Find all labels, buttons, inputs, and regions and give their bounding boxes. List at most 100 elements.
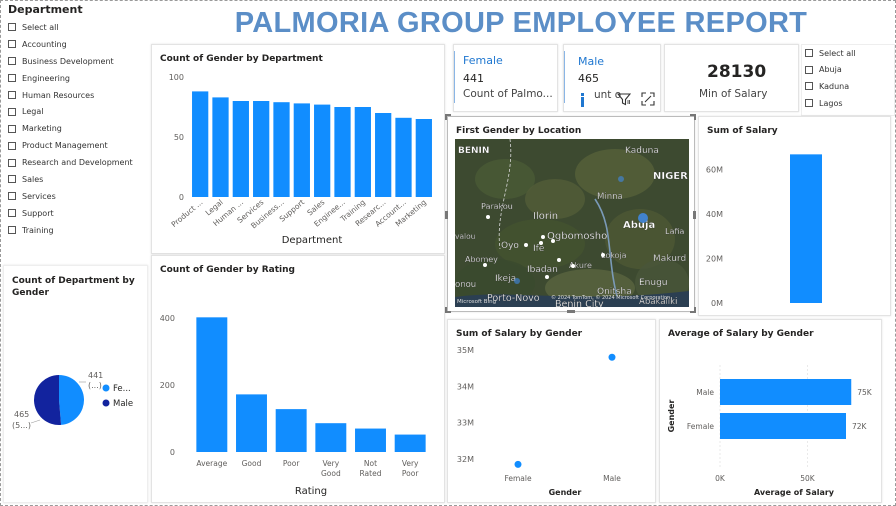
dept-item-sales[interactable]: Sales	[8, 171, 133, 188]
map-place-label: Ikeja	[495, 274, 516, 284]
map-city-dot	[545, 275, 549, 279]
chart-average-salary-by-gender[interactable]: Average of Salary by Gender Male 75K Femal…	[659, 319, 882, 503]
resize-handle[interactable]	[693, 211, 696, 219]
y-axis-title: Gender	[667, 400, 676, 433]
dept-item-business-development[interactable]: Business Development	[8, 53, 133, 70]
x-tick-label: Very Good	[321, 459, 341, 478]
dept-item-legal[interactable]: Legal	[8, 103, 133, 120]
dept-item-support[interactable]: Support	[8, 205, 133, 222]
slicer-item-label: Research and Development	[22, 158, 133, 168]
dept-item-select-all[interactable]: Select all	[8, 19, 133, 36]
y-tick-label: 40M	[706, 210, 723, 219]
filter-icon[interactable]	[617, 92, 631, 106]
bar-sum-of-salary	[790, 154, 822, 303]
kpi-min-salary-label: Min of Salary	[699, 88, 768, 100]
map-first-gender-by-location[interactable]: First Gender by Location BENIN Kaduna NIGE…	[447, 116, 695, 312]
checkbox-icon[interactable]	[805, 65, 813, 74]
location-item-lagos[interactable]: Lagos	[805, 95, 856, 112]
dept-item-accounting[interactable]: Accounting	[8, 36, 133, 53]
map-city-dot	[524, 243, 528, 247]
checkbox-icon[interactable]	[805, 82, 813, 91]
dept-item-training[interactable]: Training	[8, 222, 133, 239]
checkbox-icon[interactable]	[8, 226, 16, 235]
bar-human	[232, 101, 249, 197]
checkbox-icon[interactable]	[8, 74, 16, 83]
bar-account	[395, 117, 412, 197]
checkbox-icon[interactable]	[8, 23, 16, 32]
map-place-label: Porto-Novo	[487, 293, 540, 304]
kpi-card-male[interactable]: Male 465 unt o	[563, 44, 661, 112]
map-place-label: Onitsha	[597, 287, 632, 297]
map-place-label: Lafia	[665, 227, 684, 236]
resize-handle[interactable]	[445, 114, 451, 120]
chart-title: Count of Department by Gender	[12, 276, 135, 298]
resize-handle[interactable]	[445, 307, 451, 313]
kpi-male-value: 465	[578, 72, 599, 85]
map-canvas[interactable]: BENIN Kaduna NIGER Minna Parakou Ilorin Abuja L…	[455, 139, 689, 307]
slicer-item-label: Kaduna	[819, 81, 850, 91]
y-tick-label: 20M	[706, 254, 723, 263]
info-icon	[580, 93, 584, 107]
checkbox-icon[interactable]	[8, 57, 16, 66]
checkbox-icon[interactable]	[8, 107, 16, 116]
dept-item-services[interactable]: Services	[8, 188, 133, 205]
map-place-label: Makurd	[653, 254, 686, 264]
checkbox-icon[interactable]	[8, 175, 16, 184]
kpi-accent-bar	[454, 51, 455, 103]
checkbox-icon[interactable]	[8, 91, 16, 99]
checkbox-icon[interactable]	[8, 141, 16, 150]
y-tick-label: 100	[169, 73, 184, 82]
map-place-label: BENIN	[458, 146, 489, 156]
y-tick-label: 0M	[711, 299, 723, 308]
map-border	[498, 139, 512, 250]
resize-handle[interactable]	[690, 114, 696, 120]
chart-average-salary-by-gender-plot: Male 75K Female 72K 0K 50K Average of Salary Ge…	[667, 365, 873, 497]
dept-item-marketing[interactable]: Marketing	[8, 120, 133, 137]
kpi-card-min-salary[interactable]: 28130 Min of Salary	[664, 44, 799, 112]
resize-handle[interactable]	[690, 307, 696, 313]
department-slicer: Department Select all Accounting Business …	[1, 1, 151, 241]
checkbox-icon[interactable]	[805, 99, 813, 108]
map-place-label: Abakaliki	[639, 297, 677, 307]
chart-gender-by-rating[interactable]: Count of Gender by Rating 0 200 400 Average…	[151, 255, 445, 503]
location-item-kaduna[interactable]: Kaduna	[805, 78, 856, 95]
focus-mode-icon[interactable]	[641, 92, 655, 106]
checkbox-icon[interactable]	[8, 209, 16, 218]
map-terrain	[525, 179, 585, 219]
kpi-card-female[interactable]: Female 441 Count of Palmo...	[453, 44, 558, 112]
bar-researc	[375, 113, 392, 197]
chart-sum-salary-by-gender[interactable]: Sum of Salary by Gender 32M 33M 34M 35M Fema…	[447, 319, 656, 503]
resize-handle[interactable]	[445, 211, 448, 219]
location-item-select-all[interactable]: Select all	[805, 45, 856, 62]
location-item-abuja[interactable]: Abuja	[805, 62, 856, 79]
resize-handle[interactable]	[567, 310, 575, 313]
checkbox-icon[interactable]	[8, 124, 16, 133]
bar-average	[196, 317, 228, 452]
checkbox-icon[interactable]	[8, 158, 16, 167]
map-place-label: valou	[455, 232, 476, 241]
map-data-bubble-kaduna	[618, 176, 624, 182]
slicer-item-label: Human Resources	[22, 90, 95, 100]
map-city-dot	[486, 215, 490, 219]
slicer-item-label: Legal	[22, 107, 44, 117]
checkbox-icon[interactable]	[8, 192, 16, 201]
dept-item-human-resources[interactable]: Human Resources	[8, 87, 133, 104]
checkbox-icon[interactable]	[805, 49, 813, 58]
dept-item-research-and-development[interactable]: Research and Development	[8, 154, 133, 171]
bar-enginee	[334, 107, 351, 197]
x-axis-title: Gender	[549, 488, 582, 497]
chart-gender-by-department[interactable]: Count of Gender by Department 0 50 100 Prod…	[151, 44, 445, 254]
bar-services	[253, 101, 270, 197]
map-terrain	[605, 209, 675, 269]
chart-department-by-gender[interactable]: Count of Department by Gender 441 (...) 46…	[3, 265, 148, 503]
slicer-item-label: Training	[22, 225, 54, 235]
bar-male	[720, 379, 852, 405]
chart-sum-of-salary[interactable]: Sum of Salary 0M 20M 40M 60M	[698, 116, 891, 316]
dept-item-product-management[interactable]: Product Management	[8, 137, 133, 154]
checkbox-icon[interactable]	[8, 40, 16, 49]
x-tick-label: 50K	[800, 474, 816, 483]
dept-item-engineering[interactable]: Engineering	[8, 70, 133, 87]
map-coast	[455, 291, 689, 307]
map-city-dot	[601, 253, 605, 257]
map-data-bubble-lagos	[514, 278, 520, 284]
